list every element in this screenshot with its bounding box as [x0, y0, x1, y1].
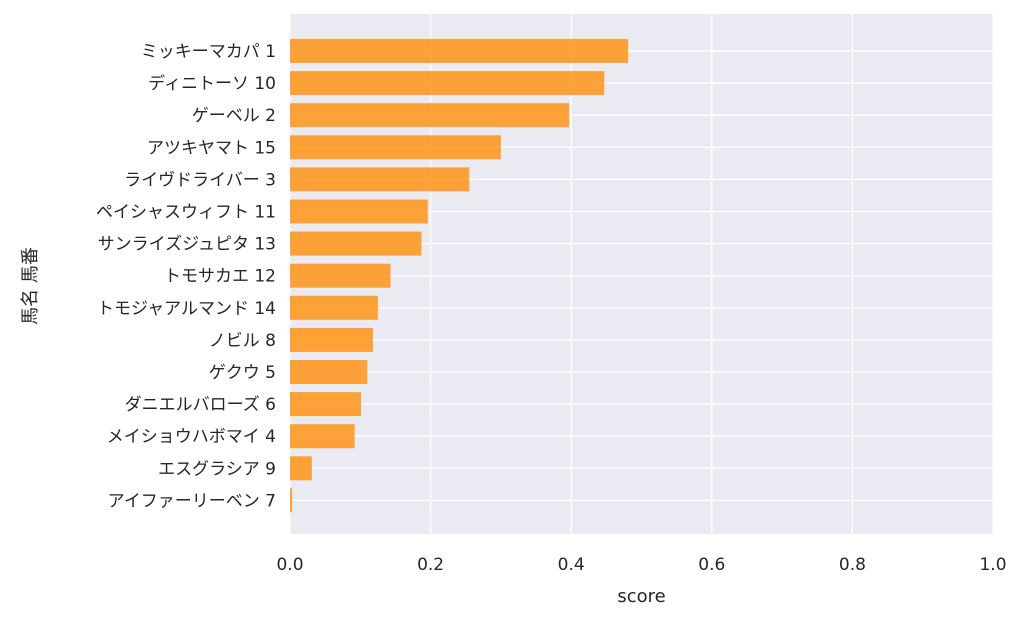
category-label: アツキヤマト 15: [147, 138, 276, 158]
category-label: トモサカエ 12: [164, 267, 276, 287]
x-tick-label: 0.0: [276, 555, 303, 575]
category-label: トモジャアルマンド 14: [97, 299, 276, 319]
bar: [290, 39, 629, 63]
bar: [290, 360, 368, 384]
bar: [290, 456, 312, 481]
category-label: ノビル 8: [209, 331, 276, 351]
category-label: ミッキーマカパ 1: [141, 42, 276, 62]
category-label: ペイシャスウィフト 11: [96, 203, 276, 223]
y-axis-title: 馬名 馬番: [20, 247, 41, 325]
category-labels: ミッキーマカパ 1 ディニトーソ 10 ゲーベル 2 アツキヤマト 15 ライヴドライバ…: [96, 42, 276, 511]
bar: [290, 424, 355, 449]
plot-area: [290, 14, 993, 534]
bar: [290, 167, 470, 192]
x-tick-label: 0.8: [839, 555, 866, 575]
bar: [290, 71, 605, 96]
category-label: サンライズジュピタ 13: [98, 235, 276, 255]
bar: [290, 263, 391, 288]
x-tick-label: 1.0: [979, 555, 1006, 575]
bar: [290, 295, 378, 320]
x-tick-label: 0.4: [558, 555, 585, 575]
x-tick-label: 0.2: [417, 555, 444, 575]
bars: [290, 39, 629, 513]
bar: [290, 199, 428, 224]
bar: [290, 392, 362, 417]
bar: [290, 488, 293, 513]
x-tick-labels: 0.0 0.2 0.4 0.6 0.8 1.0: [276, 555, 1006, 575]
x-axis-title: score: [617, 586, 665, 607]
category-label: ゲーベル 2: [192, 106, 276, 126]
category-label: ディニトーソ 10: [148, 73, 276, 94]
category-label: アイファーリーベン 7: [108, 491, 276, 511]
category-label: ライヴドライバー 3: [124, 170, 276, 190]
x-tick-label: 0.6: [698, 555, 725, 575]
category-label: ダニエルバローズ 6: [125, 395, 276, 415]
bar: [290, 231, 422, 256]
bar: [290, 103, 570, 128]
bar: [290, 135, 501, 160]
category-label: メイショウハボマイ 4: [107, 427, 276, 447]
category-label: ゲクウ 5: [209, 363, 276, 383]
bar: [290, 327, 373, 352]
category-label: エスグラシア 9: [158, 459, 276, 479]
